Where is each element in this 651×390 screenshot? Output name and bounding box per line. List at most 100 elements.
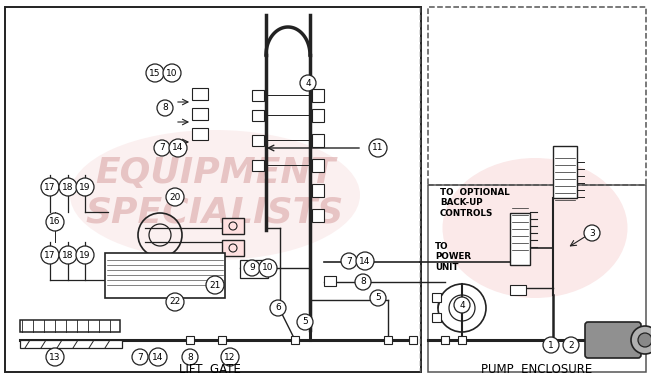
Text: 11: 11 <box>372 144 383 152</box>
Bar <box>252 160 264 171</box>
Ellipse shape <box>70 130 360 260</box>
Circle shape <box>297 314 313 330</box>
Circle shape <box>300 75 316 91</box>
Text: 8: 8 <box>187 353 193 362</box>
Circle shape <box>182 349 198 365</box>
Circle shape <box>146 64 164 82</box>
Text: 7: 7 <box>137 353 143 362</box>
Circle shape <box>76 178 94 196</box>
Bar <box>192 108 208 120</box>
Text: 16: 16 <box>49 218 61 227</box>
Bar <box>458 336 466 344</box>
Text: 20: 20 <box>169 193 181 202</box>
Text: 14: 14 <box>359 257 370 266</box>
Circle shape <box>166 188 184 206</box>
Text: 4: 4 <box>305 78 311 87</box>
Circle shape <box>59 246 77 264</box>
Ellipse shape <box>443 158 628 298</box>
Circle shape <box>41 178 59 196</box>
Bar <box>409 336 417 344</box>
Text: 12: 12 <box>225 353 236 362</box>
Text: 14: 14 <box>152 353 163 362</box>
Bar <box>218 336 226 344</box>
Bar <box>252 90 264 101</box>
Bar <box>312 209 324 222</box>
Bar <box>510 285 526 295</box>
Bar <box>510 213 530 265</box>
Circle shape <box>221 348 239 366</box>
Text: LIFT  GATE: LIFT GATE <box>179 363 241 376</box>
Circle shape <box>370 290 386 306</box>
Circle shape <box>46 348 64 366</box>
Bar <box>252 135 264 146</box>
Circle shape <box>638 333 651 347</box>
Bar <box>20 340 122 348</box>
Text: 19: 19 <box>79 183 90 191</box>
Circle shape <box>270 300 286 316</box>
Circle shape <box>154 140 170 156</box>
Text: 7: 7 <box>346 257 352 266</box>
Text: 8: 8 <box>162 103 168 112</box>
Bar <box>312 134 324 147</box>
Text: 17: 17 <box>44 250 56 259</box>
Bar <box>186 336 194 344</box>
Text: 5: 5 <box>302 317 308 326</box>
Text: TO
POWER
UNIT: TO POWER UNIT <box>435 242 471 272</box>
Circle shape <box>157 100 173 116</box>
Text: 18: 18 <box>62 250 74 259</box>
Bar <box>432 313 441 322</box>
Bar <box>428 7 646 185</box>
Text: 4: 4 <box>459 301 465 310</box>
Bar <box>291 336 299 344</box>
Circle shape <box>356 252 374 270</box>
Bar <box>428 185 646 372</box>
Text: 10: 10 <box>166 69 178 78</box>
Text: 6: 6 <box>275 303 281 312</box>
Text: 9: 9 <box>249 264 255 273</box>
Bar <box>192 128 208 140</box>
Bar <box>20 320 120 332</box>
Circle shape <box>166 293 184 311</box>
Circle shape <box>543 337 559 353</box>
Circle shape <box>631 326 651 354</box>
Bar <box>312 89 324 102</box>
Circle shape <box>369 139 387 157</box>
Bar <box>222 218 244 234</box>
Circle shape <box>584 225 600 241</box>
Circle shape <box>169 139 187 157</box>
Bar <box>324 276 336 286</box>
Circle shape <box>259 259 277 277</box>
Circle shape <box>244 260 260 276</box>
Text: PUMP  ENCLOSURE: PUMP ENCLOSURE <box>481 363 592 376</box>
Text: EQUIPMENT
SPECIALISTS: EQUIPMENT SPECIALISTS <box>86 156 344 230</box>
Text: 8: 8 <box>360 278 366 287</box>
Bar <box>252 110 264 121</box>
Circle shape <box>46 213 64 231</box>
Circle shape <box>206 276 224 294</box>
Text: 15: 15 <box>149 69 161 78</box>
Text: 2: 2 <box>568 340 574 349</box>
Text: 14: 14 <box>173 144 184 152</box>
Text: 18: 18 <box>62 183 74 191</box>
Text: 5: 5 <box>375 294 381 303</box>
Bar <box>441 336 449 344</box>
Bar <box>312 109 324 122</box>
Bar <box>312 184 324 197</box>
Circle shape <box>59 178 77 196</box>
Bar <box>312 159 324 172</box>
Circle shape <box>341 253 357 269</box>
FancyBboxPatch shape <box>585 322 641 358</box>
Circle shape <box>454 297 470 313</box>
Circle shape <box>563 337 579 353</box>
Bar <box>553 146 577 198</box>
Bar <box>5 7 421 372</box>
Text: 3: 3 <box>589 229 595 238</box>
Text: 17: 17 <box>44 183 56 191</box>
Bar <box>105 253 225 298</box>
Bar <box>240 260 268 278</box>
Circle shape <box>163 64 181 82</box>
Circle shape <box>41 246 59 264</box>
Circle shape <box>76 246 94 264</box>
Text: 10: 10 <box>262 264 274 273</box>
Bar <box>384 336 392 344</box>
